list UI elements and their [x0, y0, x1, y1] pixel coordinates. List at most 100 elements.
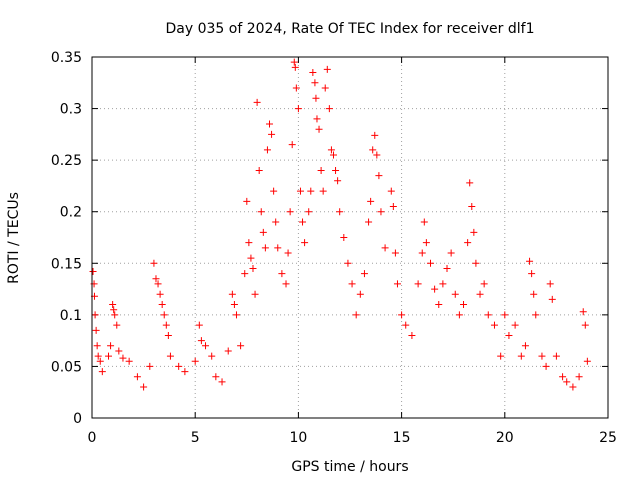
- data-point: [241, 270, 249, 278]
- data-point: [377, 208, 385, 216]
- data-point: [309, 68, 317, 76]
- y-tick-label: 0.2: [60, 205, 82, 221]
- data-point: [319, 187, 327, 195]
- data-point: [175, 362, 183, 370]
- data-point: [195, 321, 203, 329]
- data-point: [290, 58, 298, 66]
- data-point: [255, 166, 263, 174]
- data-point: [464, 239, 472, 247]
- data-point: [261, 244, 269, 252]
- data-point: [224, 347, 232, 355]
- y-tick-label: 0.3: [60, 102, 82, 118]
- data-point: [212, 373, 220, 381]
- data-point: [455, 311, 463, 319]
- data-point: [532, 311, 540, 319]
- x-axis-label: GPS time / hours: [291, 459, 408, 475]
- data-point: [367, 197, 375, 205]
- data-point: [387, 187, 395, 195]
- data-point: [140, 383, 148, 391]
- data-point: [451, 290, 459, 298]
- data-point: [133, 373, 141, 381]
- data-points: [89, 58, 591, 391]
- data-point: [579, 308, 587, 316]
- data-point: [389, 203, 397, 211]
- data-point: [418, 249, 426, 257]
- data-point: [305, 208, 313, 216]
- data-point: [325, 105, 333, 113]
- data-point: [111, 311, 119, 319]
- data-point: [284, 249, 292, 257]
- data-point: [352, 311, 360, 319]
- data-point: [530, 290, 538, 298]
- data-point: [373, 151, 381, 159]
- data-point: [251, 290, 259, 298]
- data-point: [505, 331, 513, 339]
- data-point: [253, 98, 261, 106]
- data-point: [162, 321, 170, 329]
- data-point: [109, 301, 117, 309]
- data-point: [501, 311, 509, 319]
- data-point: [113, 321, 121, 329]
- data-point: [329, 151, 337, 159]
- data-point: [344, 259, 352, 267]
- y-tick-label: 0.25: [51, 153, 82, 169]
- data-point: [334, 177, 342, 185]
- data-point: [393, 280, 401, 288]
- data-point: [526, 257, 534, 265]
- data-point: [245, 239, 253, 247]
- data-point: [263, 146, 271, 154]
- data-point: [146, 362, 154, 370]
- data-point: [422, 239, 430, 247]
- data-point: [208, 352, 216, 360]
- data-point: [517, 352, 525, 360]
- data-point: [312, 94, 320, 102]
- data-point: [569, 383, 577, 391]
- data-point: [299, 218, 307, 226]
- data-point: [408, 331, 416, 339]
- data-point: [480, 280, 488, 288]
- data-point: [89, 268, 97, 276]
- data-point: [286, 208, 294, 216]
- axis-ticks: 0 5 10 15 20 25 0 0.05 0.1 0.15 0.2 0.25 0.3 0.35: [51, 50, 617, 446]
- data-point: [296, 187, 304, 195]
- data-point: [257, 208, 265, 216]
- data-point: [548, 295, 556, 303]
- x-tick-label: 20: [496, 430, 514, 446]
- data-point: [511, 321, 519, 329]
- data-point: [466, 179, 474, 187]
- data-point: [460, 301, 468, 309]
- data-point: [435, 301, 443, 309]
- data-point: [247, 254, 255, 262]
- y-tick-label: 0.05: [51, 359, 82, 375]
- data-point: [158, 301, 166, 309]
- data-point: [315, 125, 323, 133]
- data-point: [402, 321, 410, 329]
- data-point: [197, 337, 205, 345]
- data-point: [313, 115, 321, 123]
- data-point: [294, 105, 302, 113]
- data-point: [528, 270, 536, 278]
- data-point: [414, 280, 422, 288]
- data-point: [154, 280, 162, 288]
- data-point: [259, 228, 267, 236]
- data-point: [420, 218, 428, 226]
- data-point: [447, 249, 455, 257]
- data-point: [291, 63, 299, 71]
- data-point: [202, 342, 210, 350]
- data-point: [563, 378, 571, 386]
- data-point: [152, 275, 160, 283]
- data-point: [581, 321, 589, 329]
- data-point: [288, 141, 296, 149]
- data-point: [327, 146, 335, 154]
- data-point: [365, 218, 373, 226]
- data-point: [356, 290, 364, 298]
- data-point: [575, 373, 583, 381]
- data-point: [272, 218, 280, 226]
- data-point: [110, 306, 118, 314]
- data-point: [91, 311, 99, 319]
- data-point: [559, 373, 567, 381]
- data-point: [107, 342, 115, 350]
- data-point: [311, 79, 319, 87]
- data-point: [546, 280, 554, 288]
- data-point: [249, 264, 257, 272]
